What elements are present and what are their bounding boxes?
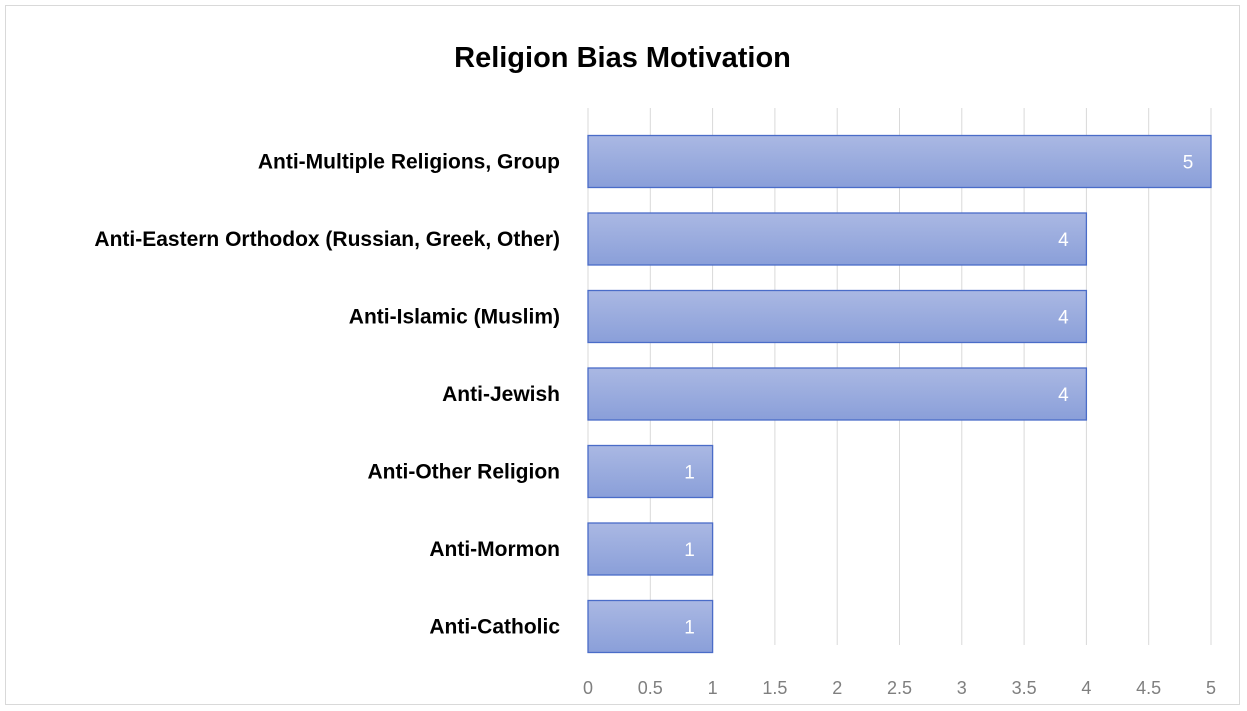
x-tick-label: 3.5: [1012, 678, 1037, 698]
x-axis-ticks: 0 0.5 1 1.5 2 2.5 3 3.5 4 4.5 5: [583, 678, 1216, 698]
bar: [587, 134, 1212, 189]
bar: [587, 444, 714, 499]
category-label: Anti-Jewish: [442, 383, 560, 406]
data-label: 1: [684, 463, 695, 484]
data-label: 4: [1058, 385, 1069, 406]
x-tick-label: 0: [583, 678, 593, 698]
data-labels: 5 4 4 4 1 1 1: [684, 153, 1193, 639]
data-label: 1: [684, 540, 695, 561]
data-label: 4: [1058, 230, 1069, 251]
chart-title: Religion Bias Motivation: [454, 42, 791, 74]
x-tick-label: 0.5: [638, 678, 663, 698]
x-tick-label: 4.5: [1136, 678, 1161, 698]
category-label: Anti-Mormon: [429, 538, 560, 561]
bar: [587, 289, 1088, 344]
category-label: Anti-Islamic (Muslim): [349, 306, 560, 329]
data-label: 5: [1183, 153, 1194, 174]
bars: [587, 134, 1212, 654]
bar: [587, 599, 714, 654]
bar: [587, 212, 1088, 266]
x-tick-label: 4: [1081, 678, 1091, 698]
category-label: Anti-Other Religion: [368, 461, 561, 484]
category-label: Anti-Catholic: [429, 616, 560, 639]
data-label: 4: [1058, 308, 1069, 329]
x-tick-label: 2.5: [887, 678, 912, 698]
category-labels: Anti-Multiple Religions, Group Anti-Easte…: [94, 151, 560, 639]
category-label: Anti-Eastern Orthodox (Russian, Greek, O…: [94, 228, 560, 251]
data-label: 1: [684, 618, 695, 639]
bar: [587, 367, 1088, 421]
category-label: Anti-Multiple Religions, Group: [258, 151, 560, 174]
x-tick-label: 2: [832, 678, 842, 698]
x-tick-label: 5: [1206, 678, 1216, 698]
x-tick-label: 1: [708, 678, 718, 698]
x-tick-label: 3: [957, 678, 967, 698]
bar: [587, 522, 714, 576]
x-tick-label: 1.5: [762, 678, 787, 698]
chart-frame: Religion Bias Motivation: [5, 5, 1240, 705]
